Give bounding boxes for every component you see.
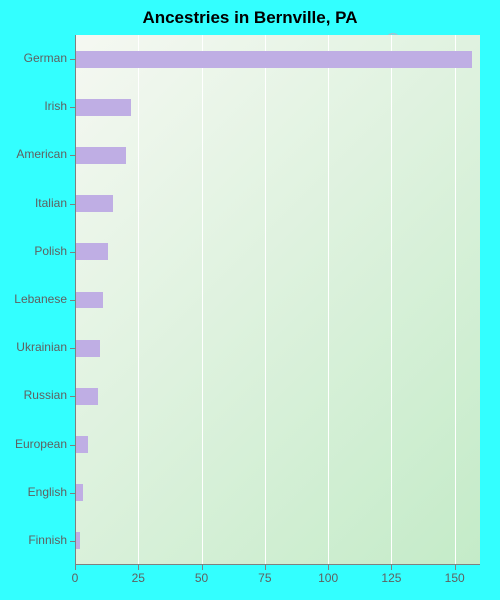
x-tick-label: 125 xyxy=(381,571,401,585)
bar xyxy=(75,51,472,68)
x-tick xyxy=(455,565,456,570)
y-category-label: Russian xyxy=(24,388,67,402)
chart-title: Ancestries in Bernville, PA xyxy=(0,8,500,28)
x-tick-label: 50 xyxy=(195,571,208,585)
chart-plot-area xyxy=(75,35,480,565)
y-category-label: Finnish xyxy=(28,533,67,547)
x-tick xyxy=(75,565,76,570)
x-tick-label: 0 xyxy=(72,571,79,585)
bar xyxy=(75,292,103,309)
bar xyxy=(75,436,88,453)
x-axis-line xyxy=(75,564,480,565)
x-gridline xyxy=(202,35,203,565)
bar xyxy=(75,99,131,116)
y-category-label: European xyxy=(15,437,67,451)
x-tick xyxy=(328,565,329,570)
x-tick-label: 100 xyxy=(318,571,338,585)
bar xyxy=(75,195,113,212)
x-gridline xyxy=(265,35,266,565)
y-axis-line xyxy=(75,35,76,565)
x-gridline xyxy=(455,35,456,565)
x-tick-label: 25 xyxy=(132,571,145,585)
y-category-label: Italian xyxy=(35,196,67,210)
x-tick-label: 75 xyxy=(258,571,271,585)
bar xyxy=(75,340,100,357)
x-tick xyxy=(391,565,392,570)
x-gridline xyxy=(138,35,139,565)
page-background: Ancestries in Bernville, PA City-Data.co… xyxy=(0,0,500,600)
y-category-label: American xyxy=(16,147,67,161)
x-tick xyxy=(138,565,139,570)
y-category-label: Polish xyxy=(34,244,67,258)
x-gridline xyxy=(328,35,329,565)
bar xyxy=(75,243,108,260)
x-tick xyxy=(265,565,266,570)
x-gridline xyxy=(391,35,392,565)
y-category-label: English xyxy=(28,485,67,499)
x-tick-label: 150 xyxy=(445,571,465,585)
y-category-label: Lebanese xyxy=(14,292,67,306)
y-category-label: Irish xyxy=(44,99,67,113)
bar xyxy=(75,147,126,164)
bar xyxy=(75,484,83,501)
y-category-label: German xyxy=(24,51,67,65)
x-tick xyxy=(202,565,203,570)
y-category-label: Ukrainian xyxy=(16,340,67,354)
bar xyxy=(75,388,98,405)
